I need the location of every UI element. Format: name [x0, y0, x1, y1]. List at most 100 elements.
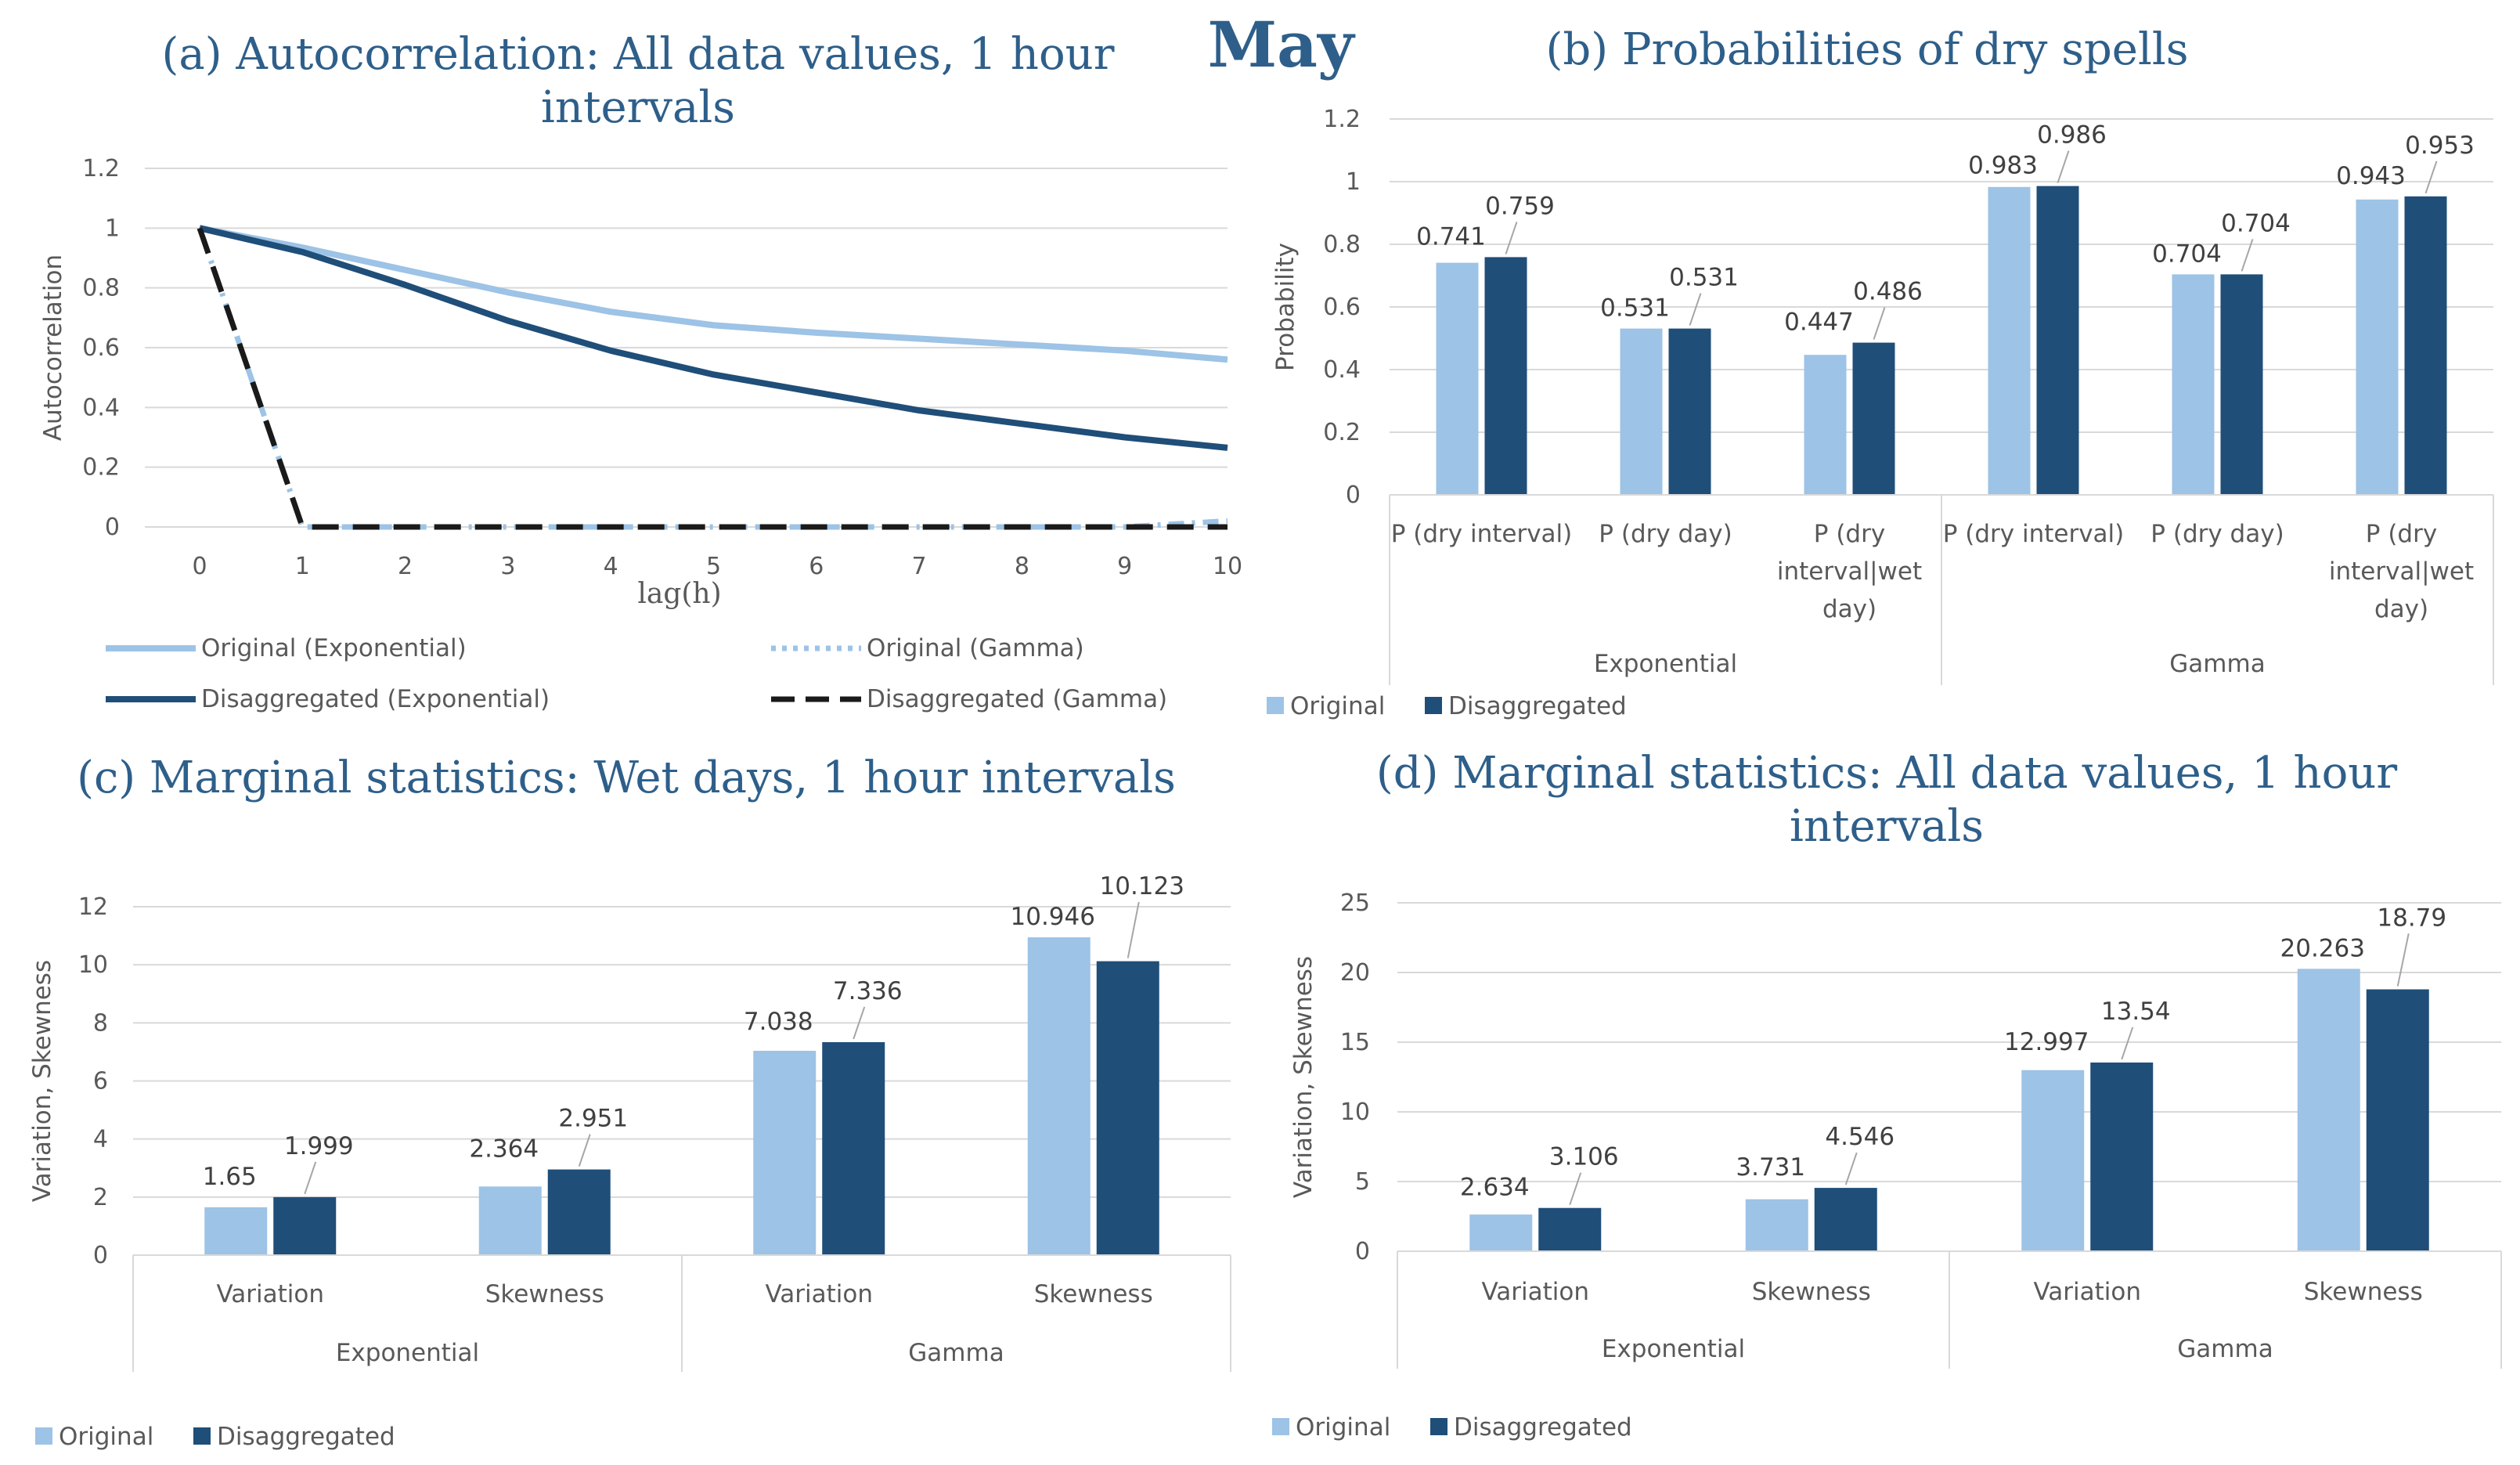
chart-a-title: (a) Autocorrelation: All data values, 1 … — [161, 29, 1114, 80]
chart-b-y-tick: 1 — [1346, 168, 1361, 196]
chart-c-y-tick: 4 — [93, 1126, 108, 1153]
chart-c-legend-swatch — [35, 1427, 52, 1445]
chart-a-legend-label: Original (Gamma) — [867, 634, 1084, 662]
chart-c-data-label: 1.999 — [284, 1132, 354, 1160]
chart-a-x-tick: 5 — [706, 553, 721, 580]
chart-b-y-tick: 0.6 — [1323, 294, 1361, 321]
chart-b-bar — [1668, 328, 1711, 495]
chart-d-y-label: Variation, Skewness — [1289, 956, 1318, 1198]
chart-d-data-label: 13.54 — [2101, 998, 2171, 1026]
chart-d-title: intervals — [1790, 801, 1984, 852]
chart-d-y-tick: 15 — [1340, 1029, 1370, 1056]
chart-c-data-label: 2.951 — [558, 1105, 628, 1133]
chart-d-category-label: Skewness — [1752, 1278, 1871, 1306]
chart-d-data-label: 2.634 — [1460, 1174, 1530, 1202]
chart-c-bar — [478, 1186, 542, 1255]
chart-d-y-tick: 25 — [1340, 889, 1370, 917]
chart-b-legend-label: Disaggregated — [1448, 692, 1627, 720]
chart-d-bar — [1538, 1207, 1602, 1251]
chart-a-x-tick: 2 — [398, 553, 413, 580]
chart-d-y-tick: 20 — [1340, 959, 1370, 987]
chart-b-category-label: P (dry day) — [2150, 520, 2284, 548]
chart-a-legend-label: Original (Exponential) — [201, 634, 467, 662]
chart-d-bar — [2297, 969, 2360, 1251]
chart-c-category-label: Variation — [216, 1280, 324, 1308]
chart-a-x-tick: 0 — [192, 553, 207, 580]
chart-c-bar — [273, 1196, 337, 1255]
chart-b-category-label: day) — [1822, 595, 1876, 623]
chart-b-data-label: 0.943 — [2336, 162, 2406, 190]
chart-c-y-tick: 8 — [93, 1009, 108, 1037]
chart-b-category-label: P (dry interval) — [1943, 520, 2125, 548]
chart-c-y-tick: 12 — [78, 893, 108, 921]
chart-d-data-label: 3.106 — [1549, 1143, 1619, 1171]
chart-b-data-label: 0.531 — [1600, 294, 1670, 323]
chart-a-series-line — [199, 225, 1228, 363]
chart-d-label-leader — [2396, 933, 2410, 987]
chart-b-group-label: Exponential — [1594, 650, 1737, 678]
chart-b-y-label: Probability — [1271, 243, 1300, 371]
chart-b-label-leader — [2057, 150, 2070, 183]
chart-b-y-tick: 0.2 — [1323, 419, 1361, 446]
chart-d-bar — [1745, 1199, 1808, 1251]
chart-b-y-tick: 0.8 — [1323, 231, 1361, 258]
chart-a-legend-label: Disaggregated (Gamma) — [867, 685, 1167, 713]
chart-b-title: (b) Probabilities of dry spells — [1546, 24, 2189, 75]
chart-b-category-label: day) — [2374, 595, 2428, 623]
chart-c-title: (c) Marginal statistics: Wet days, 1 hou… — [77, 752, 1176, 803]
chart-b-bar — [1484, 257, 1527, 495]
chart-c-bar — [204, 1207, 268, 1255]
chart-b-bar — [1620, 328, 1663, 495]
chart-a-x-tick: 6 — [809, 553, 824, 580]
chart-b-bar — [2036, 186, 2079, 495]
chart-b-label-leader — [1873, 307, 1886, 340]
chart-d-data-label: 4.546 — [1825, 1123, 1895, 1151]
chart-c-category-label: Skewness — [1034, 1280, 1153, 1308]
chart-c-label-leader — [1127, 901, 1140, 958]
chart-d-bar — [2021, 1070, 2085, 1251]
chart-a-y-tick: 0.2 — [82, 454, 120, 482]
chart-a-x-label: lag(h) — [637, 578, 721, 610]
chart-d-category-label: Variation — [2033, 1278, 2141, 1306]
chart-b-bar — [2220, 274, 2263, 495]
chart-d-group-label: Exponential — [1602, 1335, 1745, 1363]
chart-c-bar — [547, 1169, 611, 1255]
chart-b-data-label: 0.704 — [2221, 209, 2291, 237]
chart-c-category-label: Variation — [765, 1280, 873, 1308]
chart-b-legend-label: Original — [1290, 692, 1385, 720]
chart-a-y-tick: 1.2 — [82, 155, 120, 182]
chart-d-label-leader — [2121, 1027, 2134, 1060]
chart-b-bar — [2356, 199, 2399, 496]
chart-b-bar — [1852, 342, 1895, 495]
chart-d-y-tick: 0 — [1355, 1238, 1370, 1265]
chart-b-bar — [2172, 274, 2215, 495]
chart-b-data-label: 0.447 — [1784, 309, 1854, 337]
chart-b-data-label: 0.759 — [1485, 192, 1555, 220]
chart-b-bar — [1804, 355, 1847, 495]
chart-b-data-label: 0.704 — [2152, 240, 2222, 268]
chart-b-y-tick: 0.4 — [1323, 356, 1361, 384]
chart-b-data-label: 0.531 — [1669, 264, 1739, 292]
chart-c-group-label: Exponential — [336, 1339, 479, 1367]
chart-b-category-label: interval|wet — [1777, 557, 1922, 586]
chart-d-data-label: 3.731 — [1736, 1153, 1805, 1182]
chart-d-bar — [2090, 1062, 2154, 1251]
chart-b-label-leader — [1689, 293, 1702, 326]
chart-c-wet-days: (c) Marginal statistics: Wet days, 1 hou… — [28, 752, 1231, 1451]
month-title: May — [1208, 8, 1356, 81]
chart-d-bar — [1469, 1214, 1533, 1251]
chart-b-dry-spells: (b) Probabilities of dry spells 0 0.2 0.4 0.… — [1267, 24, 2494, 720]
chart-b-y-tick: 1.2 — [1323, 106, 1361, 133]
chart-c-y-label: Variation, Skewness — [28, 960, 56, 1202]
chart-d-legend-label: Disaggregated — [1454, 1413, 1632, 1442]
chart-b-bar — [1988, 186, 2031, 496]
chart-b-category-label: P (dry interval) — [1391, 520, 1573, 548]
chart-a-autocorrelation: (a) Autocorrelation: All data values, 1 … — [39, 29, 1242, 713]
chart-d-label-leader — [1569, 1172, 1582, 1206]
chart-d-data-label: 12.997 — [2004, 1028, 2089, 1056]
chart-a-y-tick: 0.6 — [82, 334, 120, 362]
chart-b-legend-swatch — [1267, 697, 1284, 714]
chart-c-group-label: Gamma — [908, 1339, 1004, 1367]
chart-b-category-label: P (dry — [1814, 520, 1885, 548]
chart-d-bar — [2366, 989, 2429, 1251]
